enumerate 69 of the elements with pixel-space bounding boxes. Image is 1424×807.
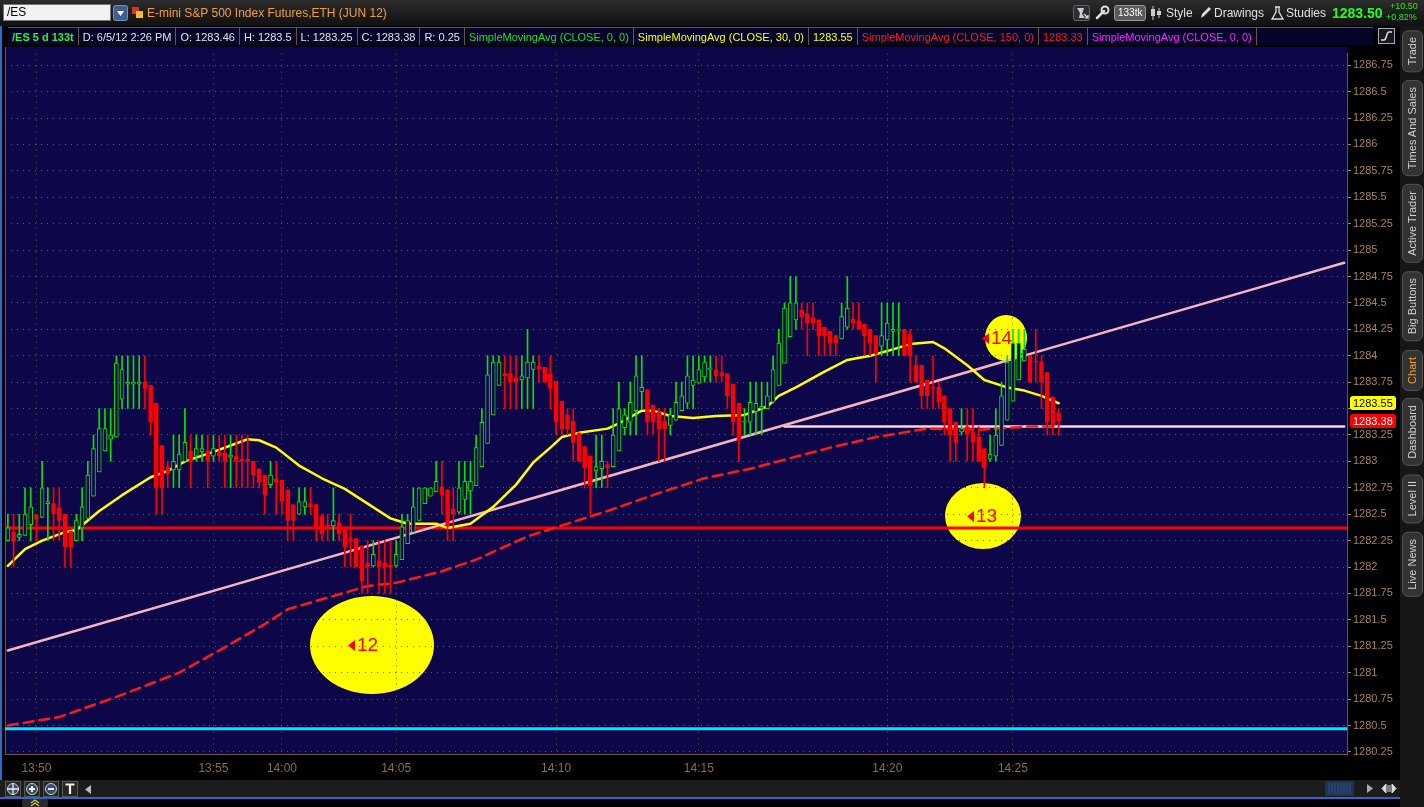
text: O: 1283.46 <box>176 28 240 45</box>
y-tick-label: 1282.5 <box>1353 507 1387 520</box>
text: Chart <box>1401 349 1423 391</box>
text: Live News <box>1401 531 1423 597</box>
y-tick-label: 1282.25 <box>1353 533 1393 546</box>
text: Big Buttons <box>1401 271 1423 342</box>
y-tick-label: 1283.75 <box>1353 375 1393 388</box>
y-tick-label: 1286 <box>1353 137 1378 150</box>
y-tick-label: 1284.5 <box>1353 295 1387 308</box>
y-tick-label: 1281 <box>1353 665 1378 678</box>
x-tick-label: 14:00 <box>266 760 298 775</box>
text: Drawings <box>1214 6 1265 20</box>
y-tick-label: 1286.75 <box>1353 58 1393 71</box>
x-tick-label: 14:25 <box>997 760 1029 775</box>
text: SimpleMovingAvg (CLOSE, 0, 0) <box>1087 28 1257 45</box>
text: Dashboard <box>1401 398 1423 467</box>
x-tick-label: 13:55 <box>198 760 229 775</box>
y-tick-label: 1284.75 <box>1353 269 1393 282</box>
y-tick-label: 1283 <box>1353 454 1378 467</box>
x-tick-label: 14:05 <box>381 760 412 775</box>
text: +0.82% <box>1386 12 1417 23</box>
annotation: 14 <box>991 327 1013 349</box>
x-tick-label: 14:10 <box>541 760 572 775</box>
y-tick-label: 1282 <box>1353 560 1378 573</box>
x-tick-label: 14:15 <box>683 760 715 775</box>
text: SimpleMovingAvg (CLOSE, 0, 0) <box>464 28 634 45</box>
text: +10.50 <box>1390 1 1418 12</box>
y-tick-label: 1286.25 <box>1353 111 1393 124</box>
y-tick-label: 1281.5 <box>1353 612 1387 625</box>
y-tick-label: 1280.5 <box>1353 718 1387 731</box>
y-tick-label: 1285 <box>1353 243 1378 256</box>
annotation: 12 <box>357 634 379 656</box>
text: 1283.50 <box>1332 5 1383 21</box>
text: Style <box>1166 6 1193 20</box>
y-tick-label: 1284 <box>1353 348 1378 361</box>
text: L: 1283.25 <box>296 28 358 45</box>
chart-title: E-mini S&P 500 Index Futures,ETH (JUN 12) <box>147 6 387 20</box>
text: 1283.33 <box>1038 28 1088 45</box>
y-tick-label: 1285.5 <box>1353 190 1387 203</box>
x-tick-label: 13:50 <box>21 760 52 775</box>
text: Level II <box>1401 474 1423 524</box>
text: /ES <box>3 4 111 21</box>
y-tick-label: 1286.5 <box>1353 84 1387 97</box>
y-tick-label: 1283.25 <box>1353 428 1393 440</box>
text: 133tk <box>1114 5 1147 21</box>
text: SimpleMovingAvg (CLOSE, 30, 0) <box>633 28 809 45</box>
text: 1283.38 <box>1350 414 1396 429</box>
y-tick-label: 1280.25 <box>1353 744 1393 757</box>
y-tick-label: 1280.75 <box>1353 692 1393 705</box>
text: H: 1283.5 <box>239 28 297 45</box>
text: /ES 5 d 133t <box>8 28 79 45</box>
text: SimpleMovingAvg (CLOSE, 150, 0) <box>857 28 1039 45</box>
y-tick-label: 1284.25 <box>1353 322 1393 335</box>
y-tick-label: 1281.75 <box>1353 586 1393 599</box>
x-tick-label: 14:20 <box>872 760 903 775</box>
text: Trade <box>1401 30 1423 73</box>
text: Active Trader <box>1401 184 1423 264</box>
y-tick-label: 1282.75 <box>1353 480 1393 493</box>
text: Studies <box>1286 6 1327 20</box>
y-tick-label: 1285.25 <box>1353 216 1393 229</box>
annotation: 13 <box>976 505 998 527</box>
y-tick-label: 1285.75 <box>1353 163 1393 176</box>
y-tick-label: 1281.25 <box>1353 639 1393 652</box>
text: C: 1283.38 <box>357 28 421 45</box>
text: 1283.55 <box>1350 396 1396 411</box>
text: R: 0.25 <box>420 28 465 45</box>
text: 1283.55 <box>808 28 858 45</box>
text: D: 6/5/12 2:26 PM <box>78 28 177 45</box>
text: Times And Sales <box>1401 80 1423 177</box>
